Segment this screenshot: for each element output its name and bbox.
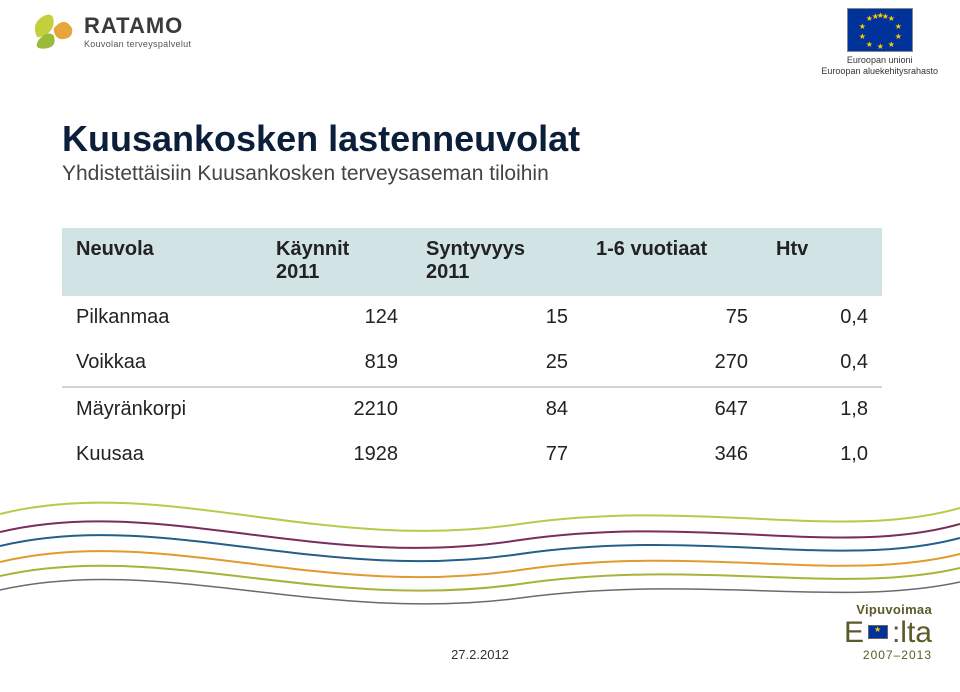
cell-val: 0,4 [762,296,882,341]
logo-title: RATAMO [84,13,191,39]
cell-name: Pilkanmaa [62,296,262,341]
cell-name: Kuusaa [62,433,262,478]
decorative-waves [0,454,960,634]
table-header-row: Neuvola Käynnit 2011 Syntyvyys 2011 1-6 … [62,228,882,296]
logo-subtitle: Kouvolan terveyspalvelut [84,39,191,49]
vipuvoimaa-label: Vipuvoimaa [844,602,932,617]
ratamo-logo: RATAMO Kouvolan terveyspalvelut [28,10,191,52]
cell-val: 346 [582,433,762,478]
eu-flag-icon: ★ ★ ★ ★ ★ ★ ★ ★ ★ ★ ★ ★ [847,8,913,52]
cell-name: Mäyränkorpi [62,387,262,433]
eulta-years: 2007–2013 [844,648,932,662]
eu-flag-small-icon [868,625,888,639]
eulta-prefix: E [844,617,864,649]
cell-val: 1928 [262,433,412,478]
neuvola-table: Neuvola Käynnit 2011 Syntyvyys 2011 1-6 … [62,228,882,478]
eulta-suffix: :lta [892,617,932,649]
col-neuvola: Neuvola [62,228,262,296]
ratamo-leaf-icon [28,10,74,52]
cell-val: 0,4 [762,341,882,387]
col-vuotiaat: 1-6 vuotiaat [582,228,762,296]
col-syntyvyys: Syntyvyys 2011 [412,228,582,296]
slide-title: Kuusankosken lastenneuvolat [62,118,580,160]
eu-line-1: Euroopan unioni [821,55,938,66]
cell-val: 647 [582,387,762,433]
slide-subtitle: Yhdistettäisiin Kuusankosken terveysasem… [62,162,580,186]
cell-val: 124 [262,296,412,341]
cell-name: Voikkaa [62,341,262,387]
cell-val: 84 [412,387,582,433]
eu-badge: ★ ★ ★ ★ ★ ★ ★ ★ ★ ★ ★ ★ Euroopan unioni … [821,8,938,78]
footer-date: 27.2.2012 [451,647,509,662]
cell-val: 1,0 [762,433,882,478]
cell-val: 77 [412,433,582,478]
col-htv: Htv [762,228,882,296]
col-kaynnit: Käynnit 2011 [262,228,412,296]
cell-val: 75 [582,296,762,341]
slide-title-block: Kuusankosken lastenneuvolat Yhdistettäis… [62,118,580,186]
cell-val: 2210 [262,387,412,433]
cell-val: 819 [262,341,412,387]
table-row: Pilkanmaa 124 15 75 0,4 [62,296,882,341]
eulta-main: E :lta [844,617,932,649]
table-row: Kuusaa 1928 77 346 1,0 [62,433,882,478]
cell-val: 270 [582,341,762,387]
cell-val: 15 [412,296,582,341]
table-row: Voikkaa 819 25 270 0,4 [62,341,882,387]
cell-val: 25 [412,341,582,387]
table-row: Mäyränkorpi 2210 84 647 1,8 [62,387,882,433]
eu-line-2: Euroopan aluekehitysrahasto [821,66,938,77]
cell-val: 1,8 [762,387,882,433]
vipuvoimaa-eu-logo: Vipuvoimaa E :lta 2007–2013 [844,602,932,663]
